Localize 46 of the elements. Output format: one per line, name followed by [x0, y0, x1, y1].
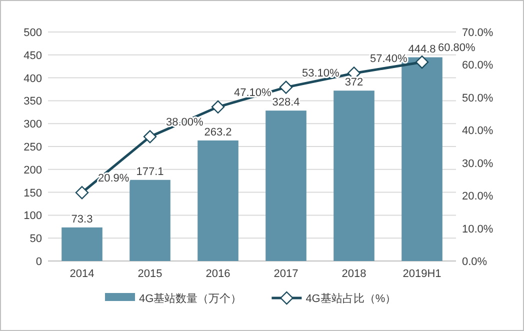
y2-tick-label: 30.0% [462, 158, 494, 170]
data-label: 177.1 [136, 166, 164, 178]
data-label: 20.9% [98, 172, 130, 185]
legend-label: 4G基站占比（%） [306, 292, 396, 305]
y2-tick-label: 20.0% [462, 190, 494, 203]
y-tick-label: 0 [36, 256, 42, 268]
data-label: 263.2 [204, 126, 232, 138]
point [75, 186, 89, 200]
legend-label: 4G基站数量（万个） [139, 292, 242, 305]
y2-tick-label: 0.0% [462, 256, 488, 268]
bar [198, 140, 238, 261]
y-tick-label: 400 [24, 72, 42, 85]
data-label: 60.80% [438, 42, 476, 54]
y-tick-label: 100 [24, 210, 42, 222]
y2-tick-label: 40.0% [462, 125, 494, 138]
y2-tick-label: 60.0% [462, 60, 494, 72]
x-tick-label: 2014 [70, 268, 94, 280]
point [279, 80, 293, 94]
x-tick-label: 2018 [342, 268, 366, 280]
y2-tick-label: 50.0% [462, 92, 494, 104]
x-tick-label: 2016 [206, 268, 230, 280]
data-label: 73.3 [71, 213, 93, 226]
y-tick-label: 200 [24, 164, 42, 176]
bar [266, 110, 306, 261]
bar [62, 227, 102, 261]
y-tick-label: 300 [24, 118, 42, 131]
data-label: 53.10% [302, 67, 340, 80]
point [415, 55, 429, 69]
y-tick-label: 450 [24, 50, 42, 62]
x-tick-label: 2019H1 [402, 268, 442, 280]
y2-tick-label: 70.0% [462, 27, 494, 39]
point [143, 130, 157, 144]
y-tick-label: 50 [30, 233, 42, 246]
x-tick-label: 2015 [138, 268, 162, 280]
y2-tick-label: 10.0% [462, 223, 494, 236]
y-tick-label: 150 [24, 187, 42, 200]
y-tick-label: 350 [24, 96, 42, 108]
y-tick-label: 500 [24, 27, 42, 39]
data-label: 328.4 [272, 96, 300, 109]
bar [130, 180, 170, 261]
data-label: 444.8 [408, 43, 436, 56]
point [211, 100, 225, 114]
x-tick-label: 2017 [274, 268, 298, 280]
bar [334, 90, 374, 261]
data-label: 372 [344, 76, 364, 89]
y-tick-label: 250 [24, 142, 42, 154]
